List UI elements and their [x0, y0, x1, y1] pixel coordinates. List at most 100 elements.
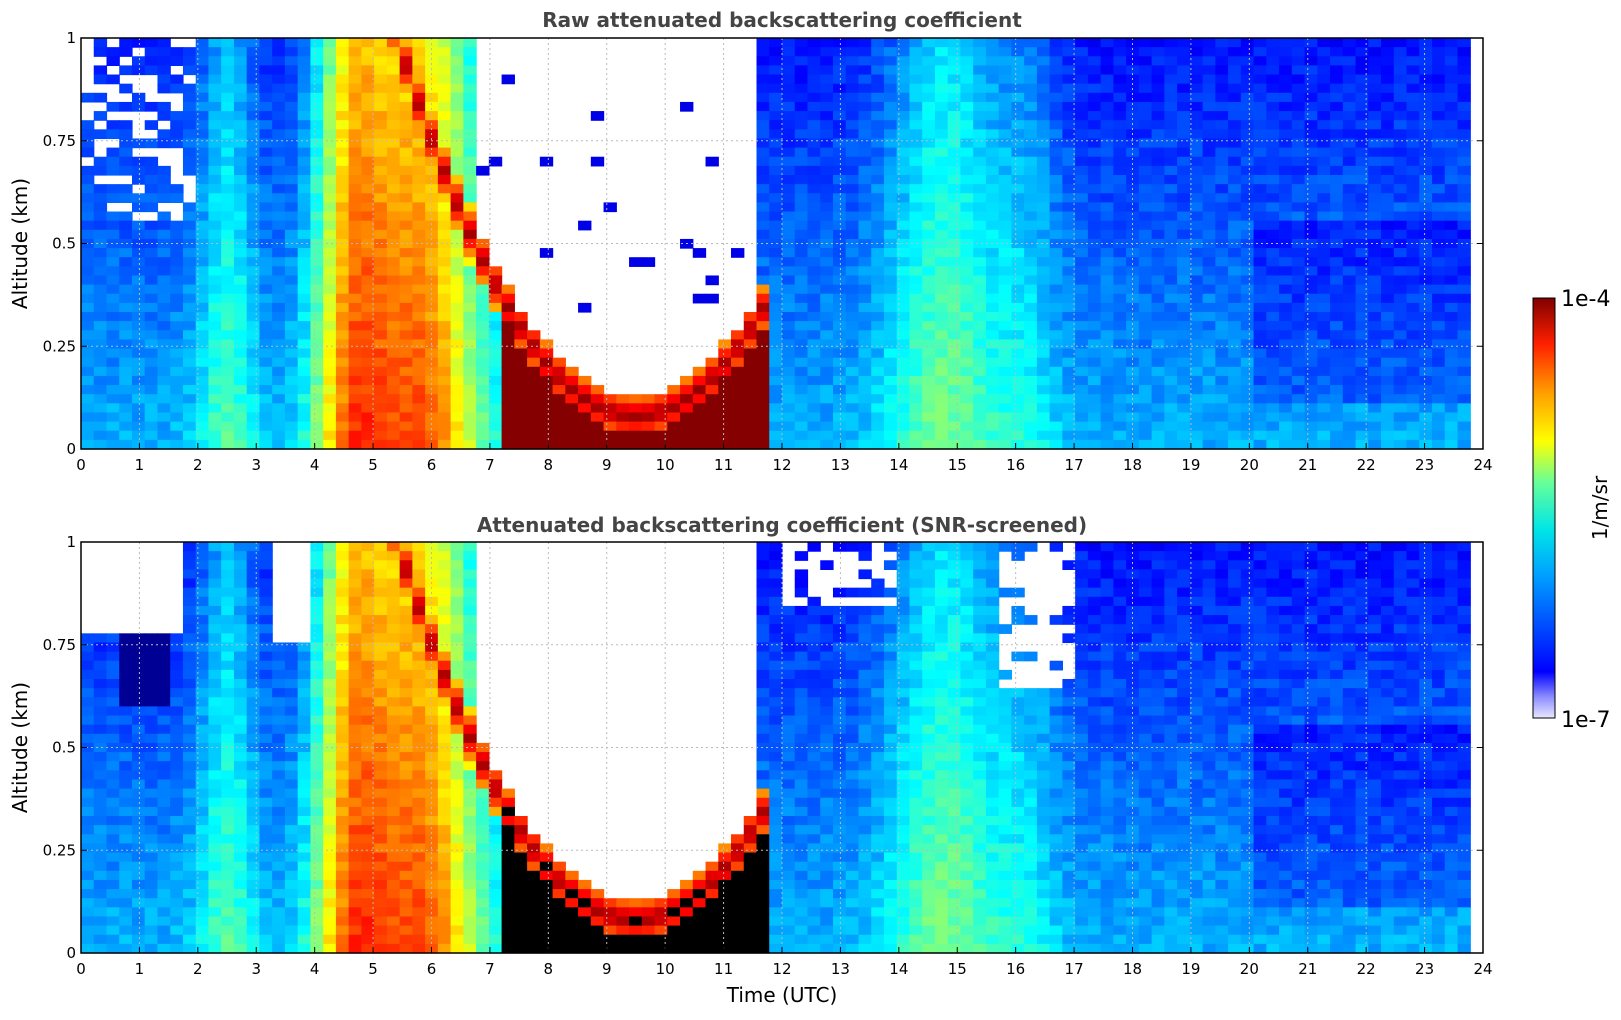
- heatmap-cell: [131, 312, 146, 322]
- heatmap-cell: [1253, 293, 1267, 304]
- heatmap-cell: [1011, 202, 1025, 213]
- heatmap-cell: [1177, 339, 1191, 350]
- heatmap-cell: [374, 321, 388, 331]
- heatmap-cell: [1291, 238, 1306, 249]
- heatmap-cell: [157, 229, 171, 240]
- heatmap-cell: [182, 788, 197, 799]
- heatmap-cell: [1342, 302, 1357, 313]
- heatmap-cell: [323, 92, 337, 103]
- heatmap-cell: [195, 421, 210, 432]
- heatmap-cell: [1253, 412, 1267, 423]
- heatmap-cell: [1177, 312, 1191, 322]
- heatmap-cell: [1024, 293, 1038, 304]
- heatmap-cell: [1062, 302, 1076, 313]
- heatmap-cell: [934, 83, 949, 94]
- heatmap-cell: [1279, 83, 1293, 94]
- heatmap-cell: [832, 129, 847, 140]
- heatmap-cell: [1406, 165, 1420, 176]
- heatmap-cell: [871, 56, 885, 66]
- heatmap-cell: [221, 651, 235, 662]
- heatmap-cell: [195, 596, 210, 607]
- heatmap-cell: [1202, 394, 1216, 404]
- heatmap-cell: [119, 83, 133, 94]
- heatmap-cell: [1253, 302, 1267, 313]
- heatmap-cell: [947, 38, 962, 48]
- heatmap-cell: [1381, 101, 1395, 112]
- heatmap-cell: [998, 275, 1013, 286]
- heatmap-cell: [1432, 111, 1446, 121]
- heatmap-cell: [131, 788, 146, 799]
- heatmap-cell: [1177, 275, 1191, 286]
- heatmap-cell: [896, 165, 911, 176]
- heatmap-cell: [233, 761, 248, 771]
- heatmap-cell: [297, 47, 312, 57]
- heatmap-cell: [221, 669, 235, 680]
- heatmap-cell: [437, 293, 452, 304]
- heatmap-cell: [119, 879, 133, 890]
- heatmap-cell: [1317, 375, 1331, 386]
- heatmap-cell: [221, 587, 235, 598]
- heatmap-cell: [960, 92, 974, 103]
- heatmap-cell: [782, 357, 796, 368]
- heatmap-cell: [131, 165, 146, 176]
- heatmap-cell: [182, 394, 197, 404]
- heatmap-cell: [348, 65, 362, 76]
- heatmap-cell: [246, 147, 261, 158]
- heatmap-cell: [93, 257, 108, 267]
- heatmap-cell: [1419, 312, 1433, 322]
- heatmap-cell: [1240, 147, 1255, 158]
- heatmap-cell: [616, 421, 630, 432]
- heatmap-cell: [450, 339, 464, 350]
- heatmap-cell: [144, 889, 159, 899]
- heatmap-cell: [284, 852, 299, 863]
- heatmap-cell: [259, 202, 273, 213]
- heatmap-cell: [144, 861, 159, 872]
- heatmap-cell: [1406, 47, 1420, 57]
- heatmap-cell: [1075, 293, 1089, 304]
- heatmap-cell: [246, 412, 261, 423]
- heatmap-cell: [1304, 275, 1318, 286]
- heatmap-cell: [310, 779, 324, 790]
- heatmap-cell: [386, 284, 401, 295]
- heatmap-cell: [985, 403, 1000, 414]
- heatmap-cell: [680, 421, 694, 432]
- heatmap-cell: [284, 679, 299, 689]
- heatmap-cell: [845, 175, 860, 185]
- heatmap-cell: [1330, 138, 1344, 149]
- heatmap-cell: [170, 861, 184, 872]
- heatmap-cell: [1304, 439, 1318, 450]
- heatmap-cell: [463, 47, 477, 57]
- heatmap-cell: [1419, 302, 1433, 313]
- heatmap-cell: [297, 752, 312, 762]
- heatmap-cell: [1253, 156, 1267, 167]
- heatmap-cell: [1049, 120, 1063, 130]
- heatmap-cell: [386, 138, 401, 149]
- heatmap-cell: [1368, 321, 1382, 331]
- heatmap-cell: [1075, 175, 1089, 185]
- heatmap-cell: [1432, 312, 1446, 322]
- heatmap-cell: [131, 284, 146, 295]
- x-tick-label: 3: [251, 456, 261, 474]
- heatmap-cell: [883, 229, 898, 240]
- heatmap-cell: [590, 111, 605, 121]
- heatmap-cell: [195, 605, 210, 616]
- heatmap-cell: [259, 816, 273, 826]
- heatmap-cell: [832, 375, 847, 386]
- heatmap-cell: [335, 229, 350, 240]
- heatmap-cell: [973, 421, 987, 432]
- heatmap-cell: [782, 165, 796, 176]
- heatmap-cell: [412, 101, 426, 112]
- heatmap-cell: [310, 165, 324, 176]
- heatmap-cell: [348, 357, 362, 368]
- heatmap-cell: [539, 421, 554, 432]
- heatmap-cell: [93, 330, 108, 340]
- heatmap-cell: [233, 111, 248, 121]
- heatmap-cell: [1355, 184, 1369, 194]
- heatmap-cell: [170, 302, 184, 313]
- heatmap-cell: [934, 257, 949, 267]
- heatmap-cell: [272, 697, 286, 707]
- heatmap-cell: [233, 56, 248, 66]
- heatmap-cell: [782, 385, 796, 395]
- heatmap-cell: [960, 175, 974, 185]
- heatmap-cell: [170, 797, 184, 808]
